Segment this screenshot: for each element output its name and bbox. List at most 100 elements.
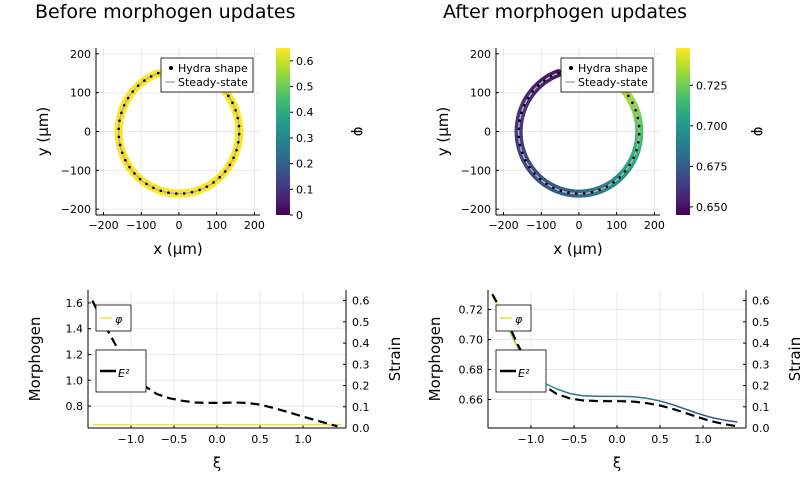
hydra-shape-point (635, 148, 638, 152)
hydra-shape-point (118, 119, 121, 123)
colorbar (276, 48, 290, 215)
x-tick-label: 0.5 (251, 433, 269, 446)
x-tick-label: −0.5 (161, 433, 188, 446)
x-tick-label: 1.0 (694, 433, 712, 446)
hydra-shape-point (145, 182, 148, 186)
hydra-shape-point (623, 170, 627, 173)
legend-label-hydra-shape: Hydra shape (578, 62, 648, 75)
hydra-shape-point (637, 124, 641, 128)
series-line-segment-phi (711, 416, 725, 421)
y-axis-right-label: Strain (786, 337, 800, 381)
hydra-shape-point (528, 165, 531, 169)
hydra-shape-point (605, 185, 609, 188)
series-line-segment-phi (724, 419, 738, 423)
hydra-shape-point (122, 103, 126, 107)
colorbar (676, 48, 690, 215)
hydra-shape-point (228, 163, 232, 167)
hydra-shape-point (152, 186, 155, 190)
hydra-shape-point (636, 116, 640, 120)
hydra-shape-point (536, 84, 540, 87)
hydra-shape-point (637, 132, 641, 136)
y-tick-label: 1.0 (66, 374, 84, 387)
x-tick-label: 100 (606, 219, 627, 232)
colorbar-tick-label: 0.6 (296, 55, 314, 68)
hydra-shape-point (632, 156, 635, 160)
y-tick-label: 1.2 (66, 348, 84, 361)
hydra-shape-point (117, 135, 121, 139)
series-line-segment-phi (685, 408, 699, 415)
hydra-shape-point (520, 151, 524, 155)
series-line-segment-phi (672, 404, 687, 410)
colorbar-tick-label: 0.2 (296, 158, 314, 171)
x-tick-label: 0.0 (608, 433, 626, 446)
hydra-shape-point (590, 190, 594, 194)
plot-area (91, 300, 342, 428)
hydra-shape-point (223, 170, 227, 173)
y-tick-label: 200 (70, 48, 91, 61)
colorbar-tick-label: 0.3 (296, 132, 314, 145)
colorbar-tick-label: 0.5 (296, 81, 314, 94)
y-tick-label: −200 (61, 203, 91, 216)
colorbar-tick-label: 0.1 (296, 183, 314, 196)
hydra-shape-point (234, 108, 237, 112)
hydra-shape-point (231, 101, 234, 105)
x-tick-label: −100 (126, 219, 156, 232)
hydra-shape-point (124, 158, 127, 162)
x-axis-label: x (μm) (553, 240, 603, 258)
hydra-shape-point (518, 119, 521, 123)
y-tick-label: 0.70 (459, 334, 484, 347)
hydra-shape-point (133, 172, 136, 175)
colorbar-tick-label: 0.725 (696, 79, 728, 92)
colorbar-tick-label: 0.4 (296, 106, 314, 119)
y-right-tick-label: 0.5 (752, 316, 770, 329)
y-tick-label: 100 (470, 87, 491, 100)
hydra-shape-point (598, 188, 601, 192)
hydra-shape-point (543, 79, 546, 82)
y-tick-label: 1.4 (66, 323, 84, 336)
y-right-tick-label: 0.1 (752, 401, 770, 414)
hydra-shape-point (218, 176, 221, 179)
hydra-shape-point (237, 124, 241, 128)
y-right-tick-label: 0.2 (352, 380, 370, 393)
hydra-shape-point (520, 111, 523, 115)
y-tick-label: 0.68 (459, 364, 484, 377)
hydra-shape-point (143, 79, 146, 82)
y-tick-label: 0.72 (459, 304, 484, 317)
hydra-shape-point (524, 158, 527, 162)
hydra-shape-point (175, 192, 178, 195)
y-tick-label: −100 (461, 164, 491, 177)
colorbar-tick-label: 0.675 (696, 160, 728, 173)
hydra-shape-point (232, 156, 235, 160)
x-axis-label: ξ (213, 454, 221, 472)
hydra-shape-point (182, 192, 186, 195)
hydra-shape-point (190, 190, 194, 194)
hydra-shape-point (517, 127, 520, 131)
y-tick-label: 200 (470, 48, 491, 61)
hydra-shape-point (157, 71, 160, 75)
y-tick-label: 0.8 (66, 400, 84, 413)
hydra-shape-point (612, 181, 615, 184)
y-right-tick-label: 0.3 (352, 358, 370, 371)
hydra-shape-point (549, 75, 553, 78)
plot-title-after: After morphogen updates (443, 1, 687, 23)
hydra-shape-point (631, 101, 634, 105)
hydra-shape-point (618, 176, 621, 179)
hydra-shape-point (533, 172, 536, 175)
hydra-shape-point (136, 84, 140, 87)
x-tick-label: −200 (88, 219, 118, 232)
hydra-shape-point (552, 186, 555, 190)
legend-label-phi: φ (115, 313, 123, 326)
y-axis-label: Morphogen (26, 317, 44, 402)
x-tick-label: 100 (206, 219, 227, 232)
hydra-shape-point (235, 148, 238, 152)
y-tick-label: 1.6 (66, 297, 84, 310)
y-tick-label: 100 (70, 87, 91, 100)
hydra-shape-point (567, 191, 570, 194)
series-line-segment-phi (659, 400, 674, 406)
hydra-shape-point (531, 90, 535, 93)
y-tick-label: 0 (484, 126, 491, 139)
legend-label-hydra-shape: Hydra shape (178, 62, 248, 75)
y-tick-label: −100 (61, 164, 91, 177)
y-right-tick-label: 0.1 (352, 401, 370, 414)
legend-label-phi: φ (515, 313, 523, 326)
